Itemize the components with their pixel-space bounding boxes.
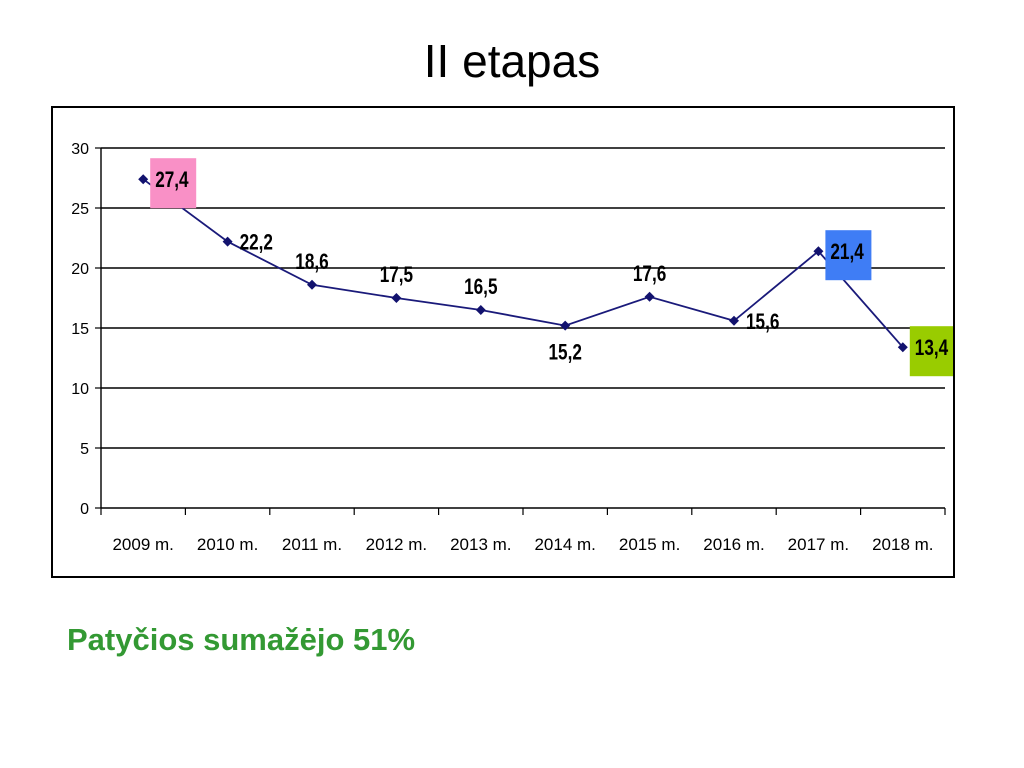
data-label: 27,4 bbox=[155, 168, 188, 193]
data-label-highlight bbox=[909, 326, 953, 377]
x-tick-label: 2010 m. bbox=[197, 535, 258, 554]
data-point bbox=[138, 174, 149, 185]
y-tick-label: 20 bbox=[71, 261, 89, 278]
caption-text: Patyčios sumažėjo 51% bbox=[67, 622, 416, 657]
y-tick-label: 0 bbox=[80, 501, 89, 518]
data-point bbox=[729, 315, 739, 326]
data-label: 16,5 bbox=[464, 275, 497, 300]
x-tick-label: 2017 m. bbox=[788, 535, 849, 554]
chart-frame: 0 5 10 15 20 25 30 2009 m. 2010 m. 2011 m. 2012 m.… bbox=[51, 106, 955, 578]
y-tick-label: 25 bbox=[71, 201, 89, 218]
x-tick-label: 2011 m. bbox=[282, 535, 342, 554]
data-label: 18,6 bbox=[295, 250, 328, 275]
data-label: 15,6 bbox=[746, 310, 779, 335]
data-point bbox=[307, 279, 317, 290]
data-point bbox=[391, 293, 402, 303]
data-label-highlight bbox=[150, 158, 197, 209]
slide-title: II etapas bbox=[423, 35, 601, 87]
y-tick-label: 15 bbox=[71, 321, 89, 338]
data-point bbox=[644, 291, 655, 302]
data-label: 15,2 bbox=[549, 341, 582, 366]
data-point bbox=[560, 320, 571, 331]
y-tick-label: 5 bbox=[80, 441, 89, 458]
x-tick-label: 2014 m. bbox=[534, 535, 595, 554]
data-label-highlight bbox=[825, 230, 872, 281]
y-tick-label: 30 bbox=[71, 141, 89, 158]
data-label: 17,5 bbox=[380, 263, 413, 288]
x-tick-label: 2016 m. bbox=[703, 535, 764, 554]
y-tick-label: 10 bbox=[71, 381, 89, 398]
line-chart: 0 5 10 15 20 25 30 2009 m. 2010 m. 2011 m. 2012 m.… bbox=[71, 141, 953, 554]
x-tick-label: 2009 m. bbox=[112, 535, 173, 554]
data-label: 17,6 bbox=[633, 262, 666, 287]
data-label: 21,4 bbox=[830, 240, 863, 265]
x-tick-label: 2015 m. bbox=[619, 535, 680, 554]
x-tick-label: 2012 m. bbox=[366, 535, 427, 554]
data-label: 22,2 bbox=[240, 231, 273, 256]
data-point bbox=[897, 342, 908, 353]
x-tick-label: 2013 m. bbox=[450, 535, 511, 554]
x-tick-label: 2018 m. bbox=[872, 535, 933, 554]
data-point bbox=[475, 305, 486, 315]
series-line bbox=[142, 178, 904, 348]
data-point bbox=[222, 236, 233, 247]
data-point bbox=[813, 246, 824, 257]
data-label: 13,4 bbox=[915, 336, 948, 361]
